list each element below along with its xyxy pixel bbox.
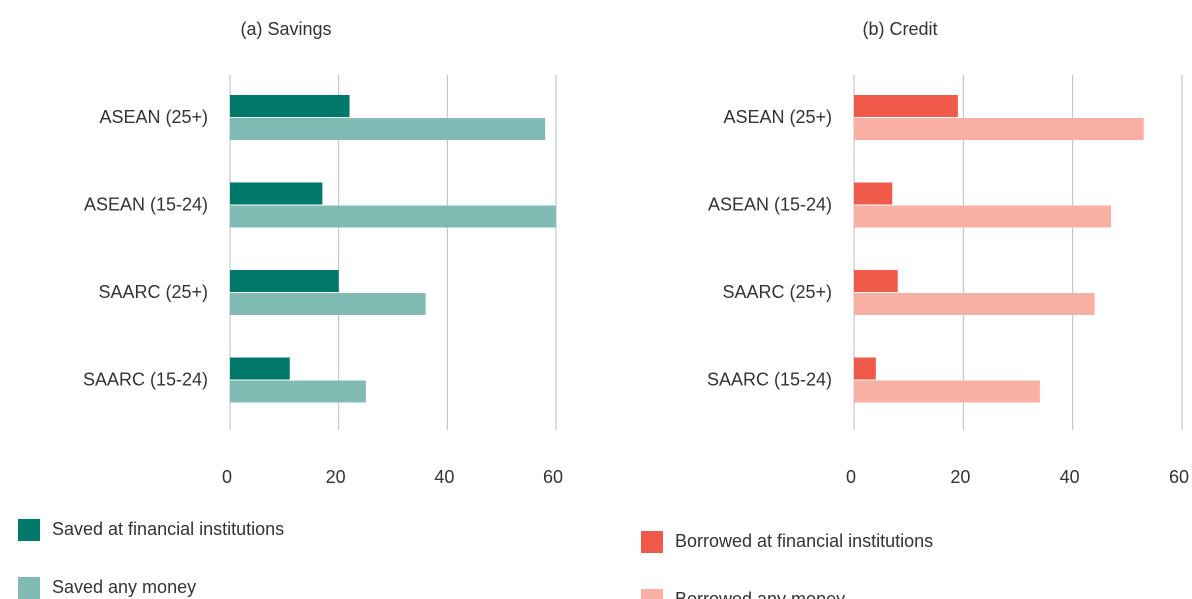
bar	[854, 357, 876, 380]
chart-title: (b) Credit	[862, 19, 937, 39]
y-tick-label: SAARC (15-24)	[707, 369, 832, 389]
bar	[230, 205, 556, 228]
bar	[230, 118, 546, 140]
y-tick-label: ASEAN (15-24)	[708, 194, 832, 214]
bar	[230, 270, 339, 292]
legend-swatch	[18, 577, 40, 599]
legend-swatch	[641, 589, 663, 599]
x-tick-label: 0	[222, 467, 232, 487]
bar	[230, 182, 323, 205]
legend-label: Saved any money	[52, 577, 196, 597]
legend-swatch	[641, 531, 663, 553]
bar	[230, 357, 290, 380]
bar	[854, 182, 893, 205]
bar	[854, 270, 898, 292]
bar	[854, 118, 1144, 140]
chart-title: (a) Savings	[240, 19, 331, 39]
legend-swatch	[18, 519, 40, 541]
bar	[854, 380, 1040, 403]
bar	[854, 95, 958, 117]
x-tick-label: 20	[950, 467, 970, 487]
bar	[230, 293, 426, 315]
y-tick-label: ASEAN (15-24)	[84, 194, 208, 214]
y-tick-label: SAARC (25+)	[98, 282, 208, 302]
bar	[230, 95, 350, 117]
legend-label: Borrowed at financial institutions	[675, 531, 933, 551]
x-tick-label: 60	[543, 467, 563, 487]
x-tick-label: 60	[1169, 467, 1189, 487]
legend-label: Borrowed any money	[675, 589, 845, 599]
y-tick-label: SAARC (25+)	[722, 282, 832, 302]
y-tick-label: ASEAN (25+)	[723, 107, 832, 127]
x-tick-label: 20	[326, 467, 346, 487]
legend-label: Saved at financial institutions	[52, 519, 284, 539]
y-tick-label: SAARC (15-24)	[83, 369, 208, 389]
x-tick-label: 40	[1060, 467, 1080, 487]
x-tick-label: 0	[846, 467, 856, 487]
bar	[230, 380, 366, 403]
bar	[854, 293, 1095, 315]
x-tick-label: 40	[434, 467, 454, 487]
bar	[854, 205, 1111, 228]
y-tick-label: ASEAN (25+)	[99, 107, 208, 127]
